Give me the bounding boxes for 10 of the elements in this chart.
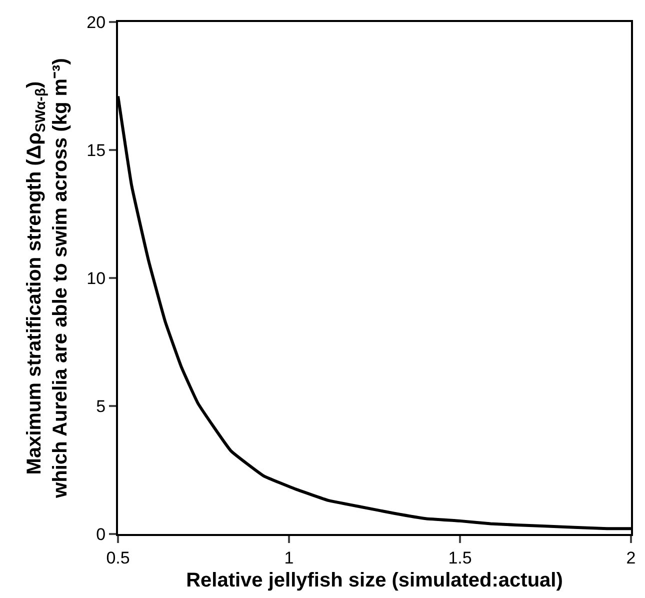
y-tick-label: 15 [86,140,106,160]
y-tick-label: 20 [86,12,106,32]
y-tick-label: 0 [96,524,106,544]
x-tick-label: 1.5 [448,548,472,568]
y-tick-label: 5 [96,396,106,416]
x-tick-label: 2 [626,548,636,568]
x-tick-label: 1 [284,548,294,568]
x-tick-label: 0.5 [106,548,130,568]
x-axis-title: Relative jellyfish size (simulated:actual) [186,569,563,592]
y-tick-label: 10 [86,268,106,288]
